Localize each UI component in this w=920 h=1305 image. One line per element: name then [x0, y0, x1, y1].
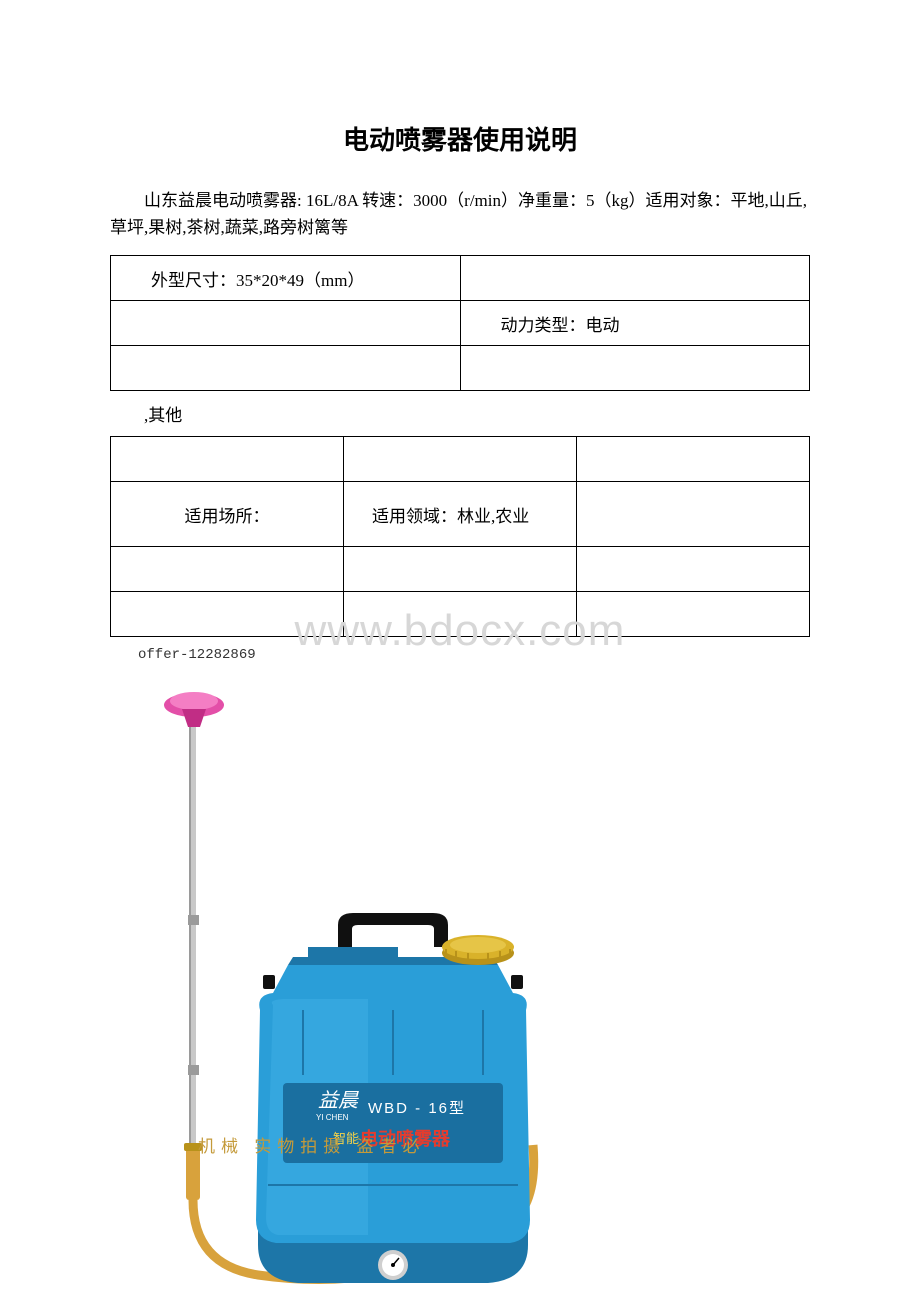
wand-rod	[191, 727, 196, 1147]
t2-r1c1	[111, 437, 344, 482]
product-image: 益晨 YI CHEN WBD - 16型 智能 电动喷雾器 机械 实物拍摄 盗者…	[138, 665, 568, 1305]
t2-r2c1: 适用场所：	[111, 482, 344, 547]
t2-r3c2	[344, 547, 577, 592]
t2-r4c1	[111, 592, 344, 637]
t2-r4c2	[344, 592, 577, 637]
cap-inner	[450, 937, 506, 953]
t2-r1c2	[344, 437, 577, 482]
t1-r3c2	[460, 346, 810, 391]
gauge-center	[391, 1263, 395, 1267]
wand-joint-1	[188, 915, 199, 925]
tank-shoulder	[273, 965, 513, 993]
sprayer-svg: 益晨 YI CHEN WBD - 16型 智能 电动喷雾器	[138, 665, 568, 1305]
image-overlay-text: 机械 实物拍摄 盗者必	[198, 1132, 426, 1157]
brand-cn: 益晨	[318, 1090, 359, 1112]
wand-shadow	[189, 727, 191, 1147]
t2-r4c3	[577, 592, 810, 637]
model-text: WBD - 16型	[368, 1100, 466, 1117]
wand-joint-2	[188, 1065, 199, 1075]
tank-neck-left	[308, 947, 398, 961]
spec-table-2: 适用场所： 适用领域：林业,农业	[110, 436, 810, 637]
brand-en: YI CHEN	[316, 1113, 349, 1122]
t1-r2c1	[111, 301, 461, 346]
strap-hook-left	[263, 975, 275, 989]
carry-handle	[338, 913, 448, 947]
t2-r3c1	[111, 547, 344, 592]
spec-table-1: 外型尺寸：35*20*49（mm） 动力类型：电动	[110, 255, 810, 391]
t1-r3c1	[111, 346, 461, 391]
note-text: ,其他	[110, 401, 810, 426]
t1-r2c2: 动力类型：电动	[460, 301, 810, 346]
t2-r2c3	[577, 482, 810, 547]
intro-paragraph: 山东益晨电动喷雾器: 16L/8A 转速：3000（r/min）净重量：5（kg…	[110, 187, 810, 241]
t2-r3c3	[577, 547, 810, 592]
nozzle-cup-inner	[170, 692, 218, 710]
page-title: 电动喷雾器使用说明	[110, 120, 810, 157]
t1-r1c1: 外型尺寸：35*20*49（mm）	[111, 256, 461, 301]
t1-r1c2	[460, 256, 810, 301]
strap-hook-right	[511, 975, 523, 989]
t2-r2c2: 适用领域：林业,农业	[344, 482, 577, 547]
offer-code: offer-12282869	[138, 647, 810, 663]
nozzle-neck	[182, 709, 206, 727]
t2-r1c3	[577, 437, 810, 482]
